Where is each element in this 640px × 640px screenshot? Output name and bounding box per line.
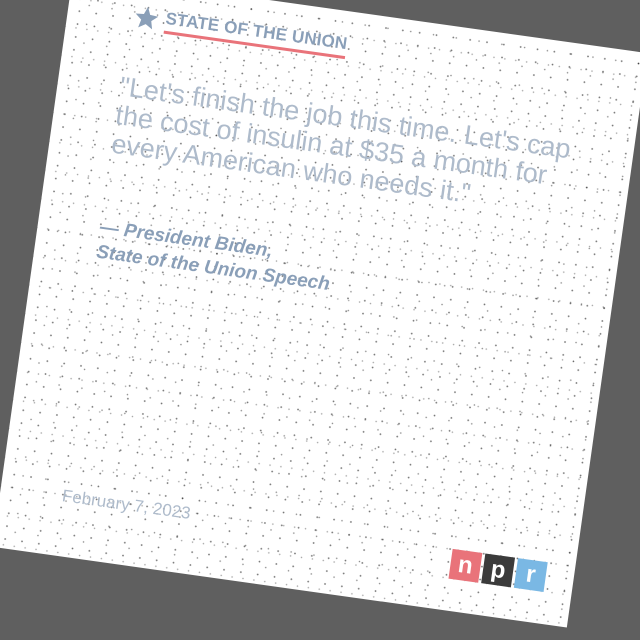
attribution: — President Biden, State of the Union Sp… [95,215,335,297]
npr-logo-r: r [513,558,548,592]
section-title: STATE OF THE UNION [163,8,349,59]
npr-letter-n: n [456,550,475,580]
star-icon [135,6,159,30]
date-label: February 7, 2023 [60,486,192,523]
npr-logo-p: p [481,553,516,588]
npr-logo-n: n [448,548,483,583]
quote-text: "Let's finish the job this time. Let's c… [109,71,573,209]
npr-logo: n p r [448,548,548,592]
npr-letter-p: p [489,555,508,585]
npr-letter-r: r [524,560,538,589]
header-brand: STATE OF THE UNION [132,3,349,59]
